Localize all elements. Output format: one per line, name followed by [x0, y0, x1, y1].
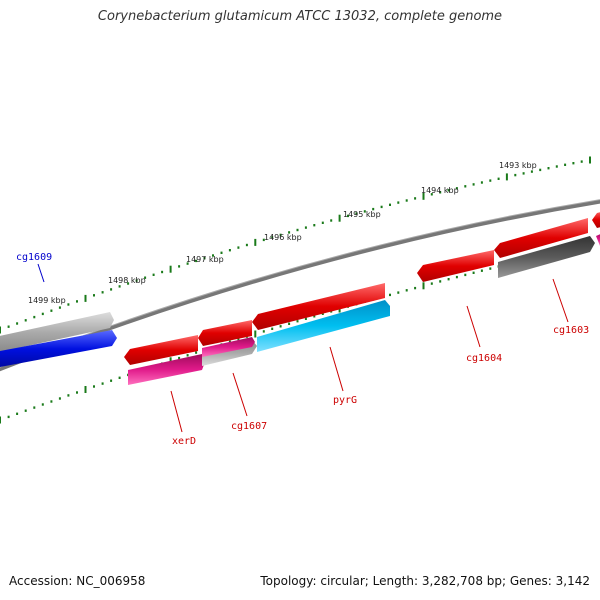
- leader-cg1607: [232, 372, 248, 417]
- gene-feature-cg1609-grey[interactable]: [0, 312, 114, 353]
- leader-cg1609: [37, 263, 45, 283]
- kbp-label-1499: 1499 kbp: [28, 296, 66, 305]
- gene-label-pyrG[interactable]: pyrG: [333, 395, 357, 406]
- gene-feature-magenta-small[interactable]: [202, 337, 255, 357]
- genome-summary-text: Topology: circular; Length: 3,282,708 bp…: [260, 574, 590, 588]
- leader-pyrG: [329, 346, 344, 392]
- leader-cg1604: [466, 305, 481, 348]
- leader-xerD: [170, 390, 183, 433]
- gene-label-cg1609[interactable]: cg1609: [16, 252, 52, 263]
- gene-feature-xerD-rev[interactable]: [128, 354, 205, 385]
- gene-label-xerD[interactable]: xerD: [172, 436, 196, 447]
- kbp-label-1493: 1493 kbp: [499, 161, 537, 170]
- leader-cg1603: [552, 278, 569, 323]
- kbp-label-1495: 1495 kbp: [343, 210, 381, 219]
- gene-feature-edge-magenta[interactable]: [596, 232, 600, 246]
- gene-feature-pyrG[interactable]: [252, 283, 385, 330]
- map-title: Corynebacterium glutamicum ATCC 13032, c…: [97, 9, 503, 24]
- gene-feature-xerD[interactable]: [124, 335, 198, 365]
- kbp-label-1498: 1498 kbp: [108, 276, 146, 285]
- kbp-label-1494: 1494 kbp: [421, 186, 459, 195]
- gene-feature-cg1603[interactable]: [494, 218, 588, 258]
- gene-feature-cg1604[interactable]: [417, 250, 494, 282]
- kbp-label-1496: 1496 kbp: [264, 233, 302, 242]
- kbp-labels: 1499 kbp 1498 kbp 1497 kbp 1496 kbp 1495…: [28, 161, 537, 305]
- forward-strand-genes: [0, 211, 600, 368]
- gene-feature-edge-red[interactable]: [592, 211, 600, 228]
- label-leaders: [37, 263, 569, 433]
- accession-text: Accession: NC_006958: [9, 574, 146, 588]
- gene-label-cg1604[interactable]: cg1604: [466, 353, 502, 364]
- reverse-strand-genes: [128, 232, 600, 385]
- gene-feature-cg1603-rev[interactable]: [498, 236, 595, 278]
- gene-feature-cg1607[interactable]: [198, 320, 252, 346]
- kbp-label-1497: 1497 kbp: [186, 255, 224, 264]
- gene-feature-pyrG-rev[interactable]: [257, 300, 390, 352]
- gene-labels: cg1609 xerD cg1607 pyrG cg1604 cg1603: [16, 252, 589, 447]
- gene-feature-cg1609[interactable]: [0, 330, 117, 368]
- gene-label-cg1603[interactable]: cg1603: [553, 325, 589, 336]
- gene-label-cg1607[interactable]: cg1607: [231, 421, 267, 432]
- outer-tick-scale: [0, 156, 591, 334]
